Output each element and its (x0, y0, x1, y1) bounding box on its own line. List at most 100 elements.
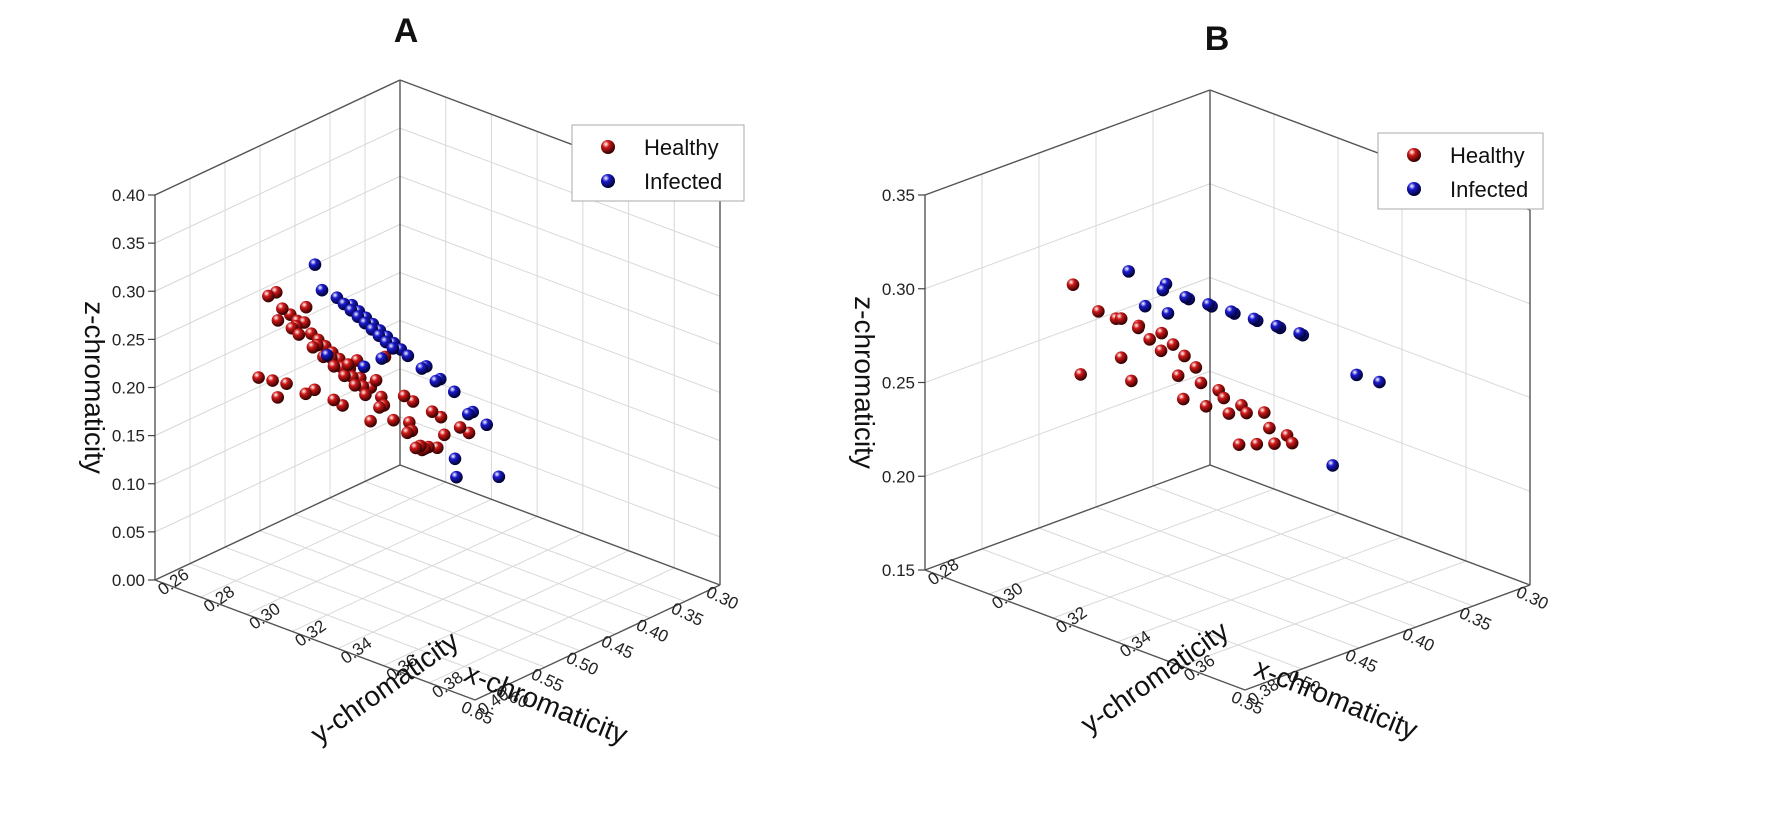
infected-point (1224, 305, 1238, 318)
grid-line (399, 272, 721, 393)
healthy-point (1285, 436, 1299, 450)
infected-point (492, 470, 506, 484)
z-tick-label: 0.15 (112, 427, 145, 446)
infected-point (448, 452, 462, 466)
healthy-point (401, 426, 414, 440)
z-tick-label: 0.20 (882, 467, 915, 486)
legend-box (571, 124, 745, 202)
healthy-point (1176, 392, 1190, 406)
healthy-point (397, 389, 411, 403)
healthy-point (387, 413, 400, 427)
healthy-point (1199, 400, 1213, 413)
healthy-point (299, 387, 313, 401)
grid-line (399, 223, 721, 345)
z-tick-label: 0.35 (112, 234, 145, 253)
grid-line (154, 272, 401, 388)
infected-point (1293, 327, 1306, 340)
x-tick-label: 0.30 (703, 582, 741, 613)
healthy-point (1268, 437, 1281, 450)
y-tick-label: 0.34 (1116, 627, 1154, 662)
grid-line (291, 515, 538, 632)
axis-edge (924, 569, 1246, 691)
infected-point (315, 283, 329, 297)
grid-line (1116, 536, 1403, 643)
healthy-point (262, 289, 275, 303)
healthy-point (1131, 321, 1145, 335)
grid-line (1180, 560, 1467, 667)
x-tick-label: 0.50 (563, 648, 601, 679)
legend-infected-marker (601, 174, 615, 188)
legend-healthy-marker (601, 140, 615, 154)
healthy-point (364, 414, 377, 428)
healthy-point (266, 374, 279, 387)
grid-line (1095, 506, 1417, 628)
y-tick-label: 0.28 (200, 582, 238, 617)
healthy-point (369, 373, 383, 387)
healthy-point (280, 377, 293, 390)
x-tick-label: 0.45 (598, 632, 636, 663)
healthy-point (341, 358, 355, 371)
infected-point (1156, 283, 1170, 297)
infected-point (480, 418, 494, 432)
grid-line (383, 550, 629, 667)
healthy-point (1250, 437, 1264, 451)
healthy-point (1240, 406, 1253, 420)
infected-point (450, 470, 463, 484)
y-tick-label: 0.34 (337, 633, 375, 668)
grid-line (1209, 370, 1531, 492)
grid-line (1209, 183, 1531, 305)
healthy-point (1194, 376, 1208, 390)
grid-line (246, 498, 492, 615)
grid-line (399, 320, 721, 442)
healthy-point (1178, 349, 1191, 363)
grid-line (154, 416, 401, 533)
axis-edge (154, 579, 476, 701)
panel-label: B (1205, 20, 1230, 58)
data-points (252, 258, 506, 484)
healthy-point (1114, 312, 1128, 325)
y-tick-label: 0.32 (292, 616, 330, 651)
panel-b: 0.150.200.250.300.350.300.350.400.450.50… (849, 20, 1551, 745)
z-tick-label: 0.40 (112, 186, 145, 205)
z-tick-label: 0.35 (882, 186, 915, 205)
x-axis-title: x-chromaticity (1250, 652, 1422, 745)
y-tick-label: 0.26 (154, 565, 192, 600)
grid-line (399, 127, 721, 249)
grid-line (154, 175, 401, 292)
x-tick-label: 0.35 (668, 599, 706, 630)
grid-line (1038, 527, 1360, 649)
axis-edge (154, 79, 401, 196)
x-tick-label: 0.30 (1513, 582, 1551, 613)
grid-line (981, 548, 1303, 670)
x-tick-label: 0.45 (1342, 645, 1380, 676)
axis-edge (924, 464, 1211, 571)
grid-line (924, 370, 1211, 477)
healthy-point (252, 371, 265, 384)
grid-line (259, 530, 581, 652)
z-tick-label: 0.15 (882, 561, 915, 580)
grid (154, 79, 721, 701)
grid-line (1052, 512, 1339, 619)
axis-edge (154, 464, 401, 581)
infected-point (375, 352, 389, 365)
grid-line (294, 513, 616, 635)
y-tick-label: 0.32 (1052, 603, 1090, 638)
z-axis-title: z-chromaticity (79, 301, 110, 474)
grid-line (200, 481, 446, 598)
axis-edge (924, 89, 1211, 196)
healthy-point (1155, 326, 1168, 340)
legend-box (1377, 132, 1544, 210)
healthy-point (1257, 406, 1271, 419)
infected-point (357, 360, 371, 374)
infected-point (1179, 290, 1192, 304)
healthy-point (299, 300, 313, 314)
legend-infected-label: Infected (644, 169, 722, 194)
y-tick-label: 0.30 (246, 599, 284, 634)
grid-line (189, 563, 511, 685)
grid-line (329, 497, 651, 619)
legend: Healthy Infected (1377, 132, 1544, 210)
infected-point (1270, 319, 1284, 333)
healthy-point (1154, 344, 1168, 358)
legend-healthy-label: Healthy (644, 135, 719, 160)
